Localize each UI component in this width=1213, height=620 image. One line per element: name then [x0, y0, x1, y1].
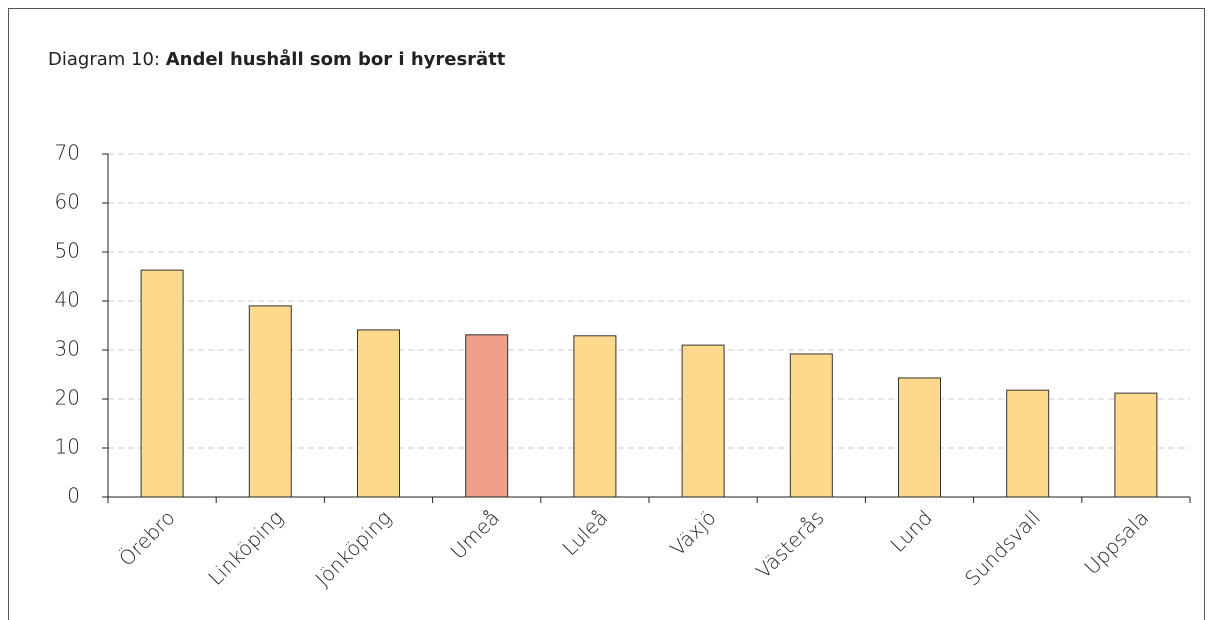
- y-tick-label: 60: [55, 190, 80, 214]
- bar: [681, 344, 725, 498]
- y-tick-label: 20: [55, 386, 80, 410]
- x-tick-label: Lund: [885, 505, 937, 557]
- y-tick-label: 50: [55, 239, 80, 263]
- bar: [789, 353, 833, 498]
- y-tick-label: 40: [55, 288, 80, 312]
- bar: [140, 269, 184, 498]
- x-tick-label: Jönköping: [310, 505, 395, 590]
- bar: [1006, 389, 1050, 498]
- y-tick-label: 0: [67, 484, 80, 508]
- bar: [357, 329, 400, 498]
- bar: [465, 334, 509, 498]
- title-prefix: Diagram 10:: [48, 49, 160, 70]
- x-tick-label: Örebro: [114, 505, 179, 570]
- bar: [898, 377, 941, 498]
- chart-title: Diagram 10: Andel hushåll som bor i hyre…: [48, 48, 506, 70]
- x-tick-label: Västerås: [751, 505, 829, 583]
- x-tick-label: Sundsvall: [960, 505, 1045, 590]
- x-tick-label: Umeå: [446, 505, 504, 563]
- y-tick-label: 30: [55, 337, 80, 361]
- frame: [8, 8, 1205, 620]
- x-tick-label: Växjö: [665, 505, 720, 560]
- x-tick-label: Uppsala: [1079, 505, 1153, 579]
- bar: [248, 305, 292, 498]
- x-tick-label: Linköping: [203, 505, 287, 589]
- title-main: Andel hushåll som bor i hyresrätt: [166, 48, 506, 70]
- bar: [1114, 392, 1158, 498]
- x-tick-label: Luleå: [557, 505, 612, 560]
- y-tick-label: 70: [55, 141, 80, 165]
- bar: [573, 335, 617, 498]
- y-tick-label: 10: [55, 435, 80, 459]
